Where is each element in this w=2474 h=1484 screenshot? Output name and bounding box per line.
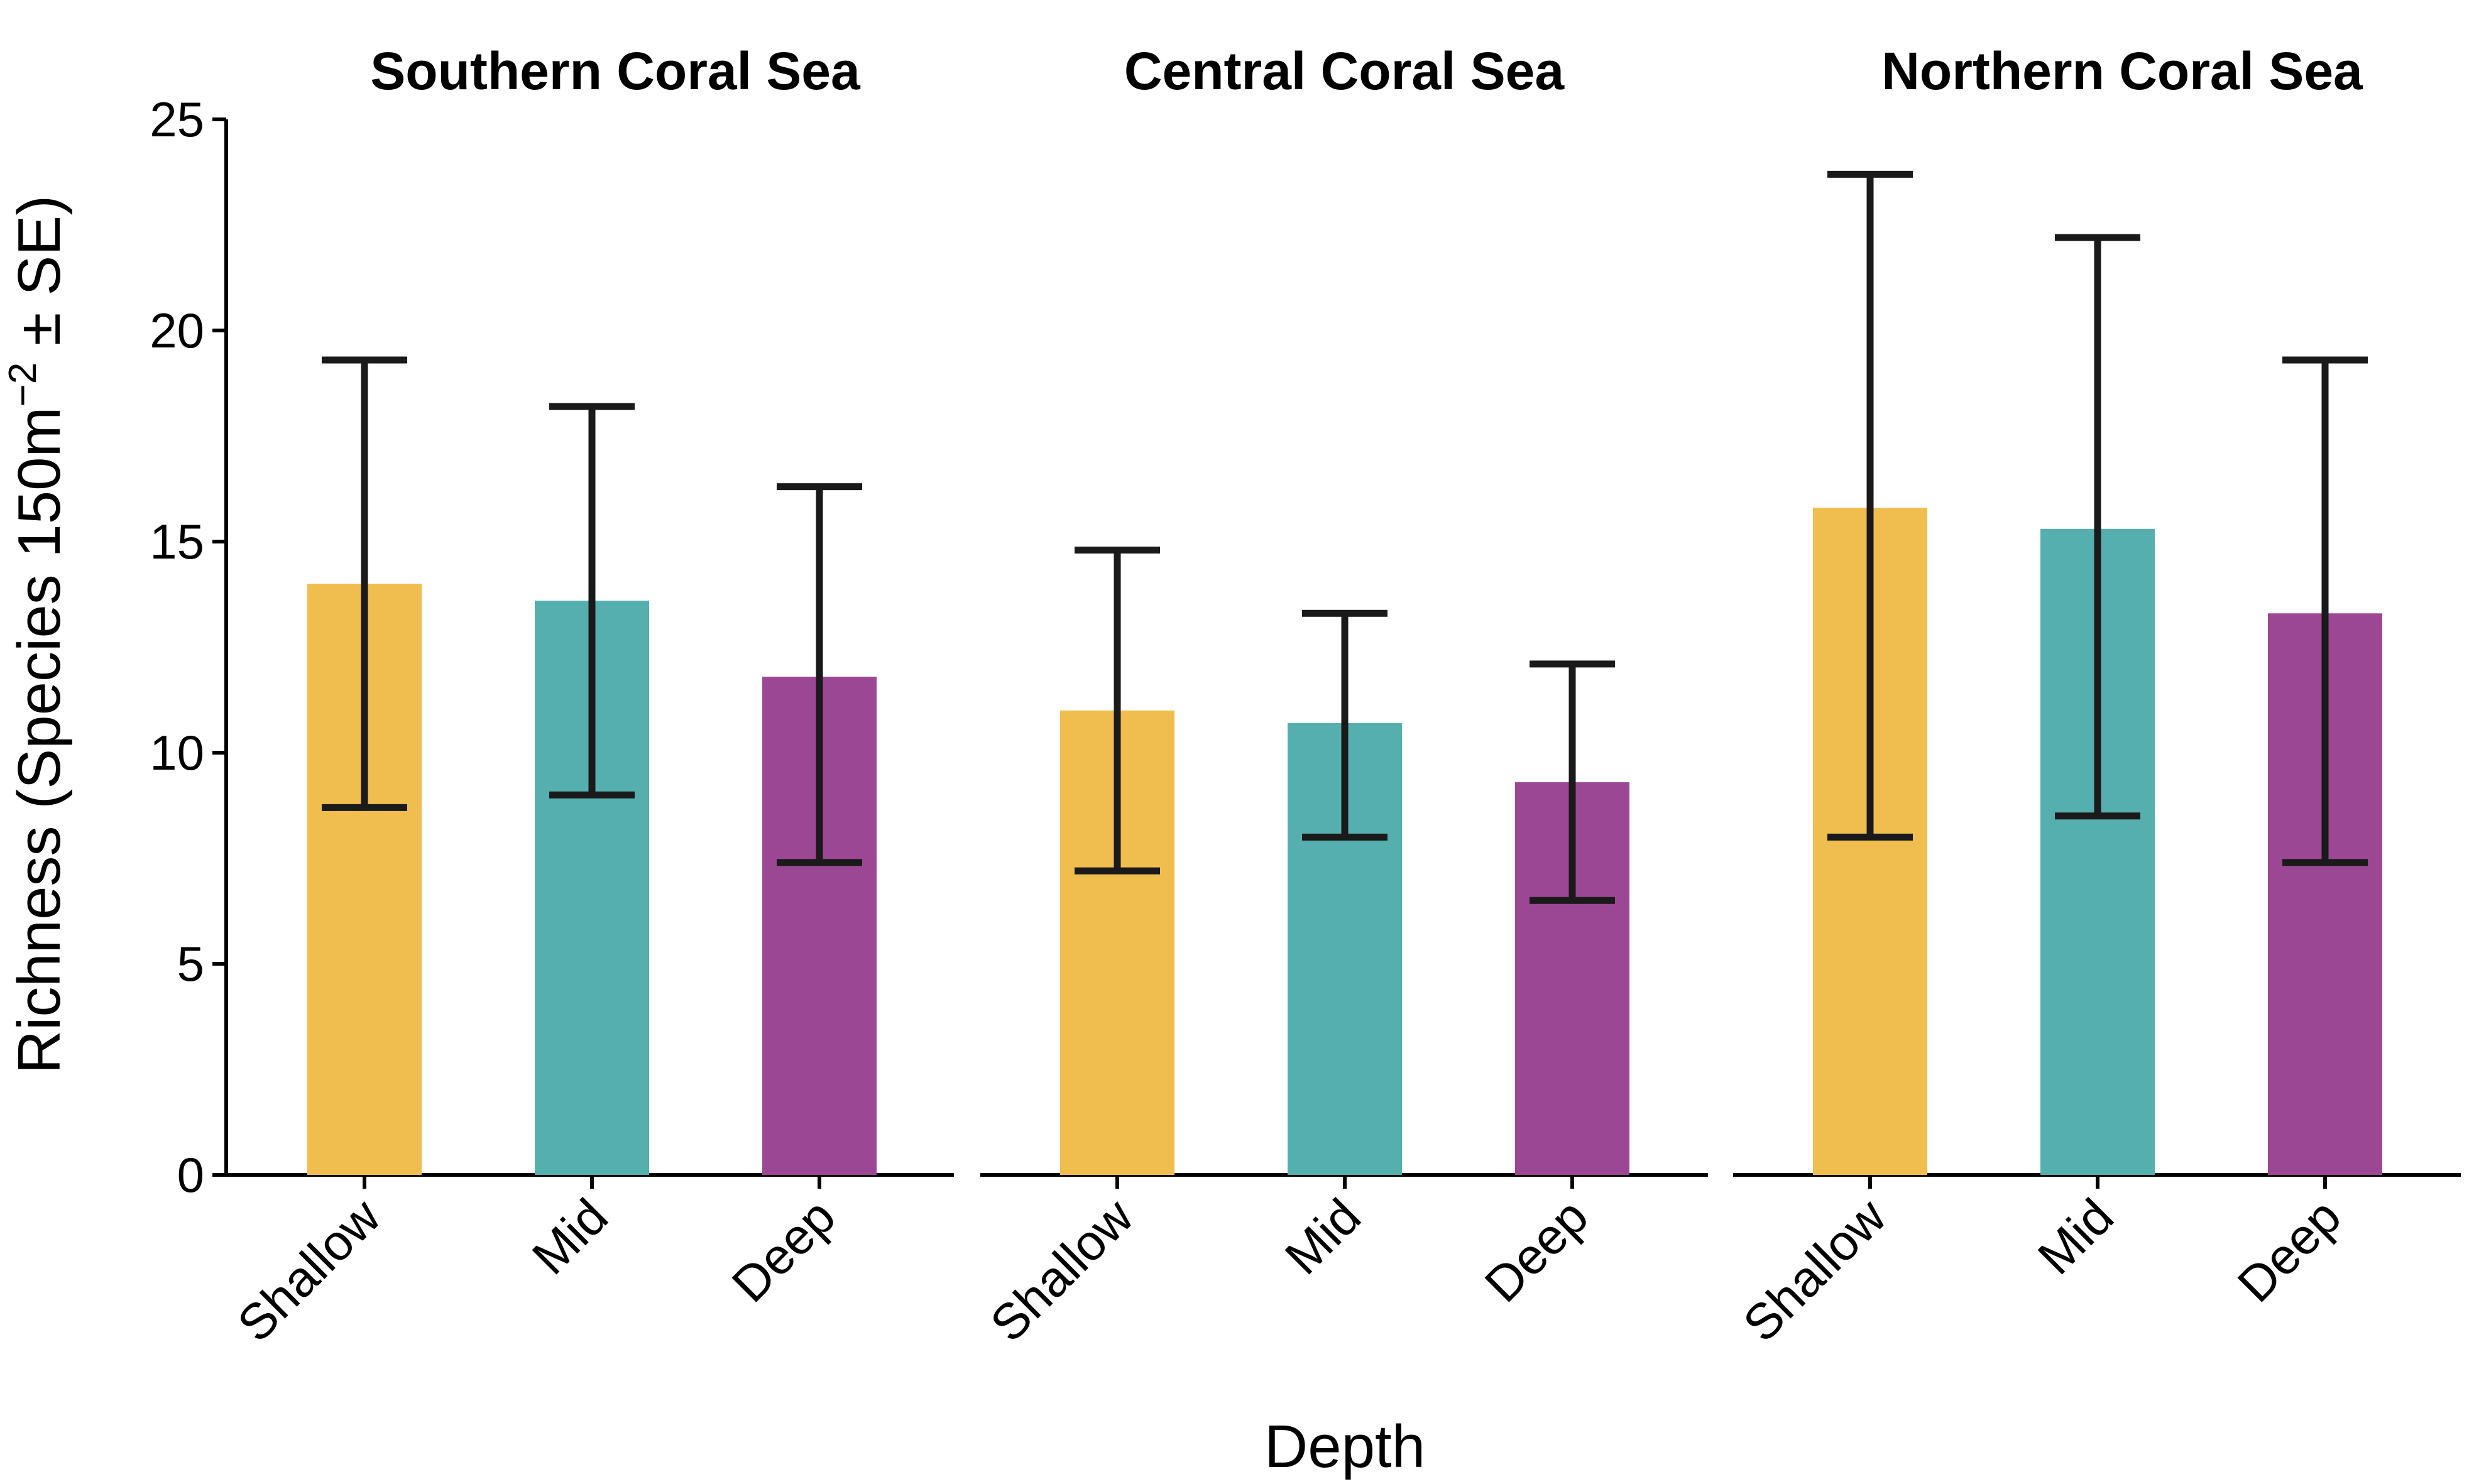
y-tick-label: 10 (150, 725, 204, 780)
x-tick-label: Shallow (227, 1188, 391, 1352)
y-tick-label: 15 (150, 514, 204, 569)
x-tick-label: Mid (1274, 1188, 1371, 1285)
x-tick-label: Deep (2227, 1188, 2351, 1312)
y-axis-title-tail: ± SE) (6, 195, 73, 363)
x-tick-label: Deep (721, 1188, 846, 1312)
panel-title: Southern Coral Sea (370, 41, 861, 101)
x-tick-label: Shallow (1732, 1188, 1897, 1352)
y-axis-title: Richness (Species 150m−2 ± SE) (1, 195, 73, 1074)
x-tick-label: Deep (1474, 1188, 1599, 1312)
x-tick-label: Shallow (980, 1188, 1144, 1352)
panel-title: Northern Coral Sea (1881, 41, 2363, 101)
y-tick-label: 20 (150, 303, 204, 358)
x-tick-label: Mid (522, 1188, 618, 1285)
y-axis-title-main: Richness (Species 150m (6, 406, 73, 1074)
x-axis-title: Depth (1264, 1413, 1425, 1480)
y-tick-label: 25 (150, 92, 204, 147)
y-tick-label: 5 (177, 936, 204, 991)
y-axis-title-superscript: −2 (1, 363, 45, 407)
panel: Northern Coral Sea Shallow Mid Deep (1732, 41, 2461, 1352)
panel: Southern Coral Sea Shallow Mid Deep (226, 41, 954, 1352)
y-tick-label: 0 (177, 1147, 204, 1203)
panel-title: Central Coral Sea (1124, 41, 1565, 101)
x-tick-label: Mid (2027, 1188, 2124, 1285)
y-axis: 0 5 10 15 20 25 (150, 92, 228, 1203)
panel: Central Coral Sea Shallow Mid Deep (980, 41, 1708, 1352)
